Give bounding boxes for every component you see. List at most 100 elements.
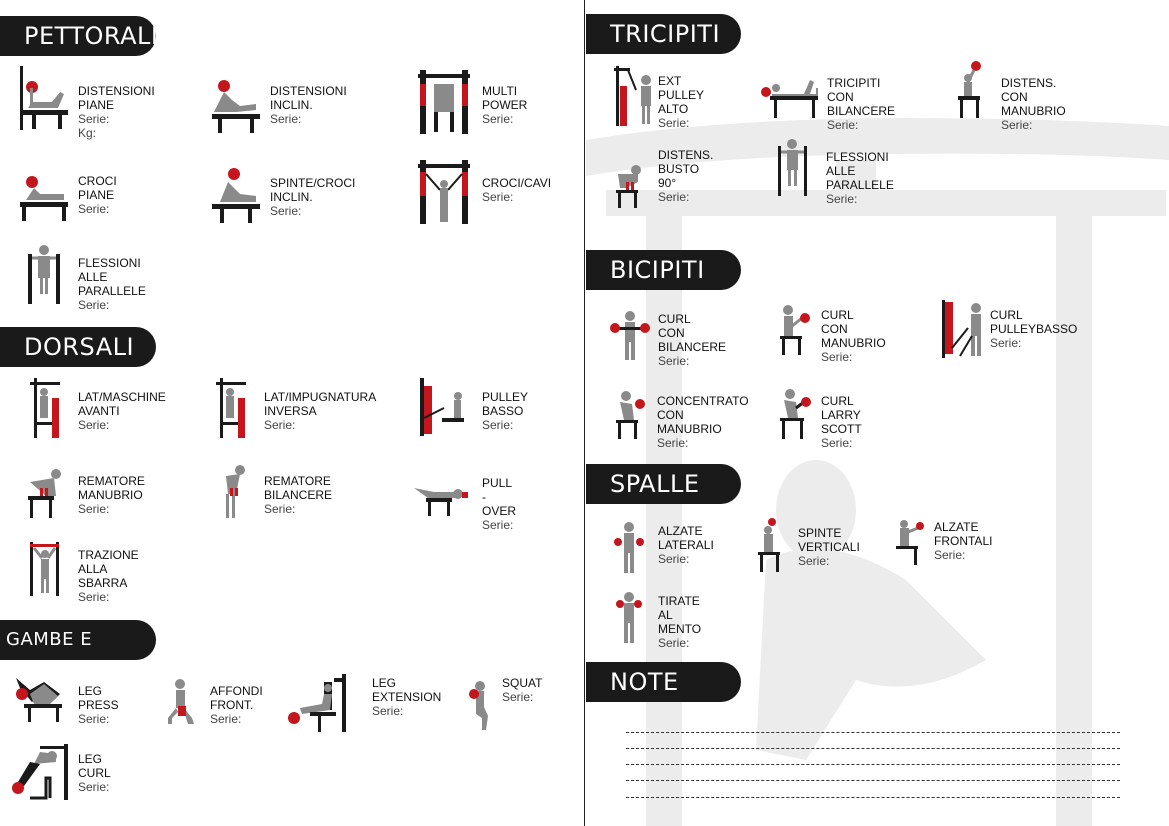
incline-fly-icon — [212, 168, 260, 223]
leg-curl-icon — [12, 744, 68, 800]
dips-icon — [28, 245, 60, 304]
exercise-name: TRAZIONE ALLA SBARRA — [78, 548, 139, 590]
note-line[interactable] — [626, 748, 1120, 749]
bent-over-kickback-icon — [616, 165, 641, 208]
lunge-icon — [168, 679, 194, 724]
overhead-dumbbell-icon — [958, 61, 981, 118]
front-raise-icon — [896, 520, 924, 565]
preacher-curl-icon — [780, 389, 811, 439]
exercise-name: SPINTE/CROCI INCLIN. — [270, 176, 356, 204]
serie-label: Serie: — [658, 354, 690, 368]
exercise-name: FLESSIONI ALLE PARALLELE — [826, 150, 894, 192]
exercise-name: CURL CON MANUBRIO — [821, 308, 886, 350]
exercise-name: ALZATE FRONTALI — [934, 520, 993, 548]
exercise-name: ALZATE LATERALI — [658, 524, 714, 552]
exercise-name: SPINTE VERTICALI — [798, 526, 860, 554]
dumbbell-row-icon — [28, 469, 61, 518]
note-line[interactable] — [626, 732, 1120, 733]
lat-machine-icon — [30, 378, 60, 438]
leg-press-icon — [16, 678, 62, 722]
note-line[interactable] — [626, 764, 1120, 765]
serie-label: Serie: — [78, 590, 110, 604]
dumbbell-curl-icon — [780, 305, 810, 355]
serie-label: Serie: — [482, 112, 514, 126]
serie-label: Serie: — [934, 548, 966, 562]
high-pulley-icon — [614, 66, 651, 126]
exercise-name: AFFONDI FRONT. — [210, 684, 263, 712]
parallel-dips-icon — [778, 139, 807, 196]
serie-label: Serie: — [210, 712, 242, 726]
exercise-name: CURL LARRY SCOTT — [821, 394, 862, 436]
overhead-press-icon — [758, 518, 780, 572]
serie-label: Serie: — [78, 202, 110, 216]
smith-machine-icon — [418, 70, 470, 134]
serie-label: Serie: — [658, 116, 690, 130]
exercise-name: REMATORE MANUBRIO — [78, 474, 145, 502]
section-tricipiti: TRICIPITI — [586, 14, 741, 54]
exercise-name: PULLEY BASSO — [482, 390, 528, 418]
exercise-name: CROCI PIANE — [78, 174, 117, 202]
exercise-name: SQUAT — [502, 676, 543, 690]
serie-label: Serie: — [264, 418, 296, 432]
upright-row-icon — [616, 592, 642, 643]
serie-label: Serie: — [78, 298, 110, 312]
exercise-name: TIRATE AL MENTO — [658, 594, 702, 636]
serie-label: Serie: — [78, 418, 110, 432]
exercise-name: LAT/MASCHINE AVANTI — [78, 390, 166, 418]
section-pettorali: PETTORALI — [0, 16, 158, 56]
serie-label: Serie: — [1001, 118, 1033, 132]
note-line[interactable] — [626, 797, 1120, 798]
kg-label: Kg: — [78, 126, 97, 140]
bench-press-icon — [20, 66, 68, 130]
section-note: NOTE — [586, 662, 741, 702]
serie-label: Serie: — [270, 112, 302, 126]
exercise-name: DISTENS. BUSTO 90° — [658, 148, 714, 190]
note-line[interactable] — [626, 780, 1120, 781]
pullover-icon — [414, 488, 468, 516]
low-pulley-icon — [420, 378, 464, 436]
serie-label: Serie: — [482, 418, 514, 432]
serie-label: Serie: — [658, 636, 690, 650]
squat-icon — [469, 681, 488, 730]
exercise-name: FLESSIONI ALLE PARALLELE — [78, 256, 146, 298]
serie-label: Serie: — [270, 204, 302, 218]
exercise-name: CURL CON BILANCERE — [658, 312, 727, 354]
serie-label: Serie: — [78, 112, 110, 126]
exercise-name: LEG PRESS — [78, 684, 119, 712]
serie-label: Serie: — [827, 118, 859, 132]
exercise-name: REMATORE BILANCERE — [264, 474, 333, 502]
serie-label: Serie: — [798, 554, 830, 568]
cable-cross-icon — [418, 160, 470, 224]
serie-label: Serie: — [658, 190, 690, 204]
incline-press-icon — [212, 80, 260, 133]
serie-label: Serie: — [264, 502, 296, 516]
exercise-name: PULL - OVER — [482, 476, 517, 518]
serie-label: Serie: — [78, 780, 110, 794]
section-gambe-glutei: GAMBE E GLUTEI — [0, 620, 156, 690]
watermark-torii-figure — [586, 118, 1169, 826]
barbell-row-icon — [226, 465, 245, 518]
barbell-curl-icon — [610, 311, 650, 360]
serie-label: Serie: — [78, 712, 110, 726]
page-divider — [584, 0, 585, 826]
exercise-name: TRICIPITI CON BILANCERE — [827, 76, 896, 118]
exercise-name: LAT/IMPUGNATURA INVERSA — [264, 390, 377, 418]
serie-label: Serie: — [78, 502, 110, 516]
exercise-name: DISTENSIONI PIANE — [78, 84, 155, 112]
cable-curl-icon — [942, 300, 981, 358]
exercise-name: LEG CURL — [78, 752, 111, 780]
flat-fly-icon — [20, 176, 68, 221]
serie-label: Serie: — [658, 552, 690, 566]
serie-label: Serie: — [482, 518, 514, 532]
skull-crusher-icon — [761, 80, 818, 118]
lateral-raise-icon — [614, 522, 644, 573]
serie-label: Serie: — [821, 350, 853, 364]
serie-label: Serie: — [502, 690, 534, 704]
pull-up-icon — [30, 542, 59, 596]
exercise-name: CROCI/CAVI — [482, 176, 552, 190]
exercise-name: MULTI POWER — [482, 84, 528, 112]
exercise-name: DISTENS. CON MANUBRIO — [1001, 76, 1066, 118]
concentration-curl-icon — [616, 391, 645, 439]
exercise-name: CURL PULLEYBASSO — [990, 308, 1078, 336]
leg-extension-icon — [288, 674, 346, 732]
